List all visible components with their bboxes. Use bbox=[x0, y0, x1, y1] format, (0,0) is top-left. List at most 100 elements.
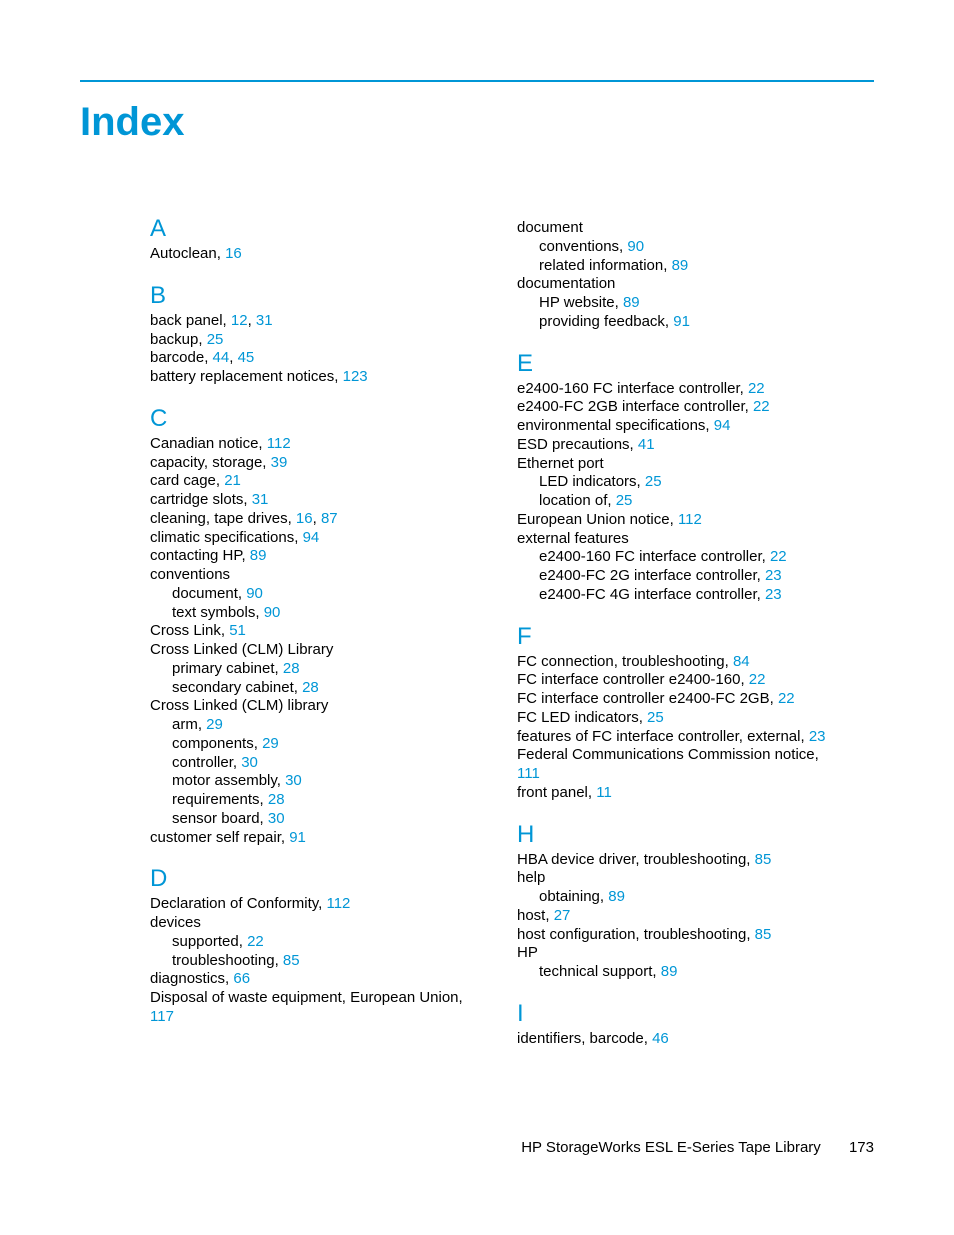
index-page-ref[interactable]: 28 bbox=[283, 660, 300, 677]
index-page-ref[interactable]: 25 bbox=[647, 709, 664, 726]
index-page-ref[interactable]: 111 bbox=[517, 765, 540, 782]
index-entry: devices bbox=[150, 914, 507, 933]
index-entry-text: LED indicators, bbox=[539, 473, 645, 490]
index-entry: customer self repair, 91 bbox=[150, 829, 507, 848]
index-page-ref[interactable]: 28 bbox=[302, 679, 319, 696]
index-page-ref[interactable]: 89 bbox=[250, 547, 267, 564]
index-page-ref[interactable]: 90 bbox=[627, 238, 644, 255]
index-entry: HP bbox=[517, 944, 874, 963]
index-page-ref[interactable]: 89 bbox=[672, 257, 689, 274]
index-page-ref[interactable]: 91 bbox=[673, 313, 690, 330]
index-page-ref[interactable]: 30 bbox=[241, 754, 258, 771]
top-rule bbox=[80, 80, 874, 82]
index-page-ref[interactable]: 90 bbox=[264, 604, 281, 621]
index-subentry: providing feedback, 91 bbox=[517, 313, 874, 332]
index-letter: H bbox=[517, 821, 874, 849]
index-entry: identifiers, barcode, 46 bbox=[517, 1030, 874, 1049]
index-page-ref[interactable]: 30 bbox=[285, 772, 302, 789]
index-page-ref[interactable]: 84 bbox=[733, 653, 750, 670]
index-page-ref[interactable]: 16 bbox=[225, 245, 242, 262]
index-entry-text: FC interface controller e2400-FC 2GB, bbox=[517, 690, 778, 707]
index-page-ref[interactable]: 45 bbox=[238, 349, 255, 366]
index-entry-text: secondary cabinet, bbox=[172, 679, 302, 696]
index-page-ref[interactable]: 22 bbox=[247, 933, 264, 950]
index-entry: card cage, 21 bbox=[150, 472, 507, 491]
index-entry: cartridge slots, 31 bbox=[150, 491, 507, 510]
index-page-ref[interactable]: 27 bbox=[554, 907, 571, 924]
index-page-ref[interactable]: 22 bbox=[748, 380, 765, 397]
index-entry-text: card cage, bbox=[150, 472, 224, 489]
index-entry-text: document bbox=[517, 219, 583, 236]
index-entry-text: HP website, bbox=[539, 294, 623, 311]
index-page-ref[interactable]: 25 bbox=[616, 492, 633, 509]
index-subentry: sensor board, 30 bbox=[150, 810, 507, 829]
index-entry-text: conventions bbox=[150, 566, 230, 583]
index-letter: I bbox=[517, 1000, 874, 1028]
index-section: back panel, 12, 31backup, 25barcode, 44,… bbox=[150, 312, 507, 387]
index-section: Autoclean, 16 bbox=[150, 245, 507, 264]
index-page-ref[interactable]: 112 bbox=[267, 435, 291, 452]
index-page-ref[interactable]: 31 bbox=[252, 491, 269, 508]
index-page-ref[interactable]: 66 bbox=[233, 970, 250, 987]
index-subentry: document, 90 bbox=[150, 585, 507, 604]
index-page-ref[interactable]: 22 bbox=[749, 671, 766, 688]
index-page-ref[interactable]: 25 bbox=[207, 331, 224, 348]
index-page-separator: , bbox=[229, 349, 237, 366]
index-page-ref[interactable]: 44 bbox=[213, 349, 230, 366]
index-entry-text: location of, bbox=[539, 492, 616, 509]
index-page-ref[interactable]: 89 bbox=[661, 963, 678, 980]
index-entry-text: documentation bbox=[517, 275, 615, 292]
index-page-ref[interactable]: 85 bbox=[283, 952, 300, 969]
index-page-ref[interactable]: 112 bbox=[326, 895, 350, 912]
index-page-ref[interactable]: 51 bbox=[229, 622, 246, 639]
page-title: Index bbox=[80, 100, 874, 145]
index-page-ref[interactable]: 85 bbox=[755, 926, 772, 943]
index-page-ref[interactable]: 41 bbox=[638, 436, 655, 453]
index-page-ref[interactable]: 31 bbox=[256, 312, 273, 329]
index-subentry: troubleshooting, 85 bbox=[150, 952, 507, 971]
index-page-ref[interactable]: 29 bbox=[262, 735, 279, 752]
index-entry: e2400-160 FC interface controller, 22 bbox=[517, 380, 874, 399]
index-page-ref[interactable]: 29 bbox=[206, 716, 223, 733]
index-entry-text: cartridge slots, bbox=[150, 491, 252, 508]
index-page-ref[interactable]: 28 bbox=[268, 791, 285, 808]
index-subentry: LED indicators, 25 bbox=[517, 473, 874, 492]
index-page-ref[interactable]: 11 bbox=[596, 784, 612, 801]
index-page-ref[interactable]: 23 bbox=[765, 586, 782, 603]
index-page-ref[interactable]: 22 bbox=[753, 398, 770, 415]
index-subentry: technical support, 89 bbox=[517, 963, 874, 982]
index-page-ref[interactable]: 30 bbox=[268, 810, 285, 827]
index-page-ref[interactable]: 123 bbox=[343, 368, 368, 385]
index-page-ref[interactable]: 89 bbox=[608, 888, 625, 905]
index-entry: FC interface controller e2400-160, 22 bbox=[517, 671, 874, 690]
index-section: FC connection, troubleshooting, 84FC int… bbox=[517, 653, 874, 803]
index-page-ref[interactable]: 25 bbox=[645, 473, 662, 490]
index-page-ref[interactable]: 87 bbox=[321, 510, 338, 527]
index-column-right: documentconventions, 90related informati… bbox=[517, 215, 874, 1049]
index-entry: Autoclean, 16 bbox=[150, 245, 507, 264]
index-page-ref[interactable]: 89 bbox=[623, 294, 640, 311]
index-entry: e2400-FC 2GB interface controller, 22 bbox=[517, 398, 874, 417]
index-page-ref[interactable]: 39 bbox=[271, 454, 288, 471]
index-page-ref[interactable]: 94 bbox=[714, 417, 731, 434]
index-page-ref[interactable]: 21 bbox=[224, 472, 241, 489]
index-entry-text: battery replacement notices, bbox=[150, 368, 343, 385]
index-page-ref[interactable]: 90 bbox=[246, 585, 263, 602]
index-columns: A Autoclean, 16 B back panel, 12, 31back… bbox=[80, 215, 874, 1049]
index-page-ref[interactable]: 91 bbox=[289, 829, 306, 846]
index-page-ref[interactable]: 22 bbox=[770, 548, 787, 565]
index-page-ref[interactable]: 117 bbox=[150, 1008, 174, 1025]
index-page-ref[interactable]: 16 bbox=[296, 510, 313, 527]
index-page-ref[interactable]: 22 bbox=[778, 690, 795, 707]
index-entry-text: motor assembly, bbox=[172, 772, 285, 789]
index-page-ref[interactable]: 23 bbox=[765, 567, 782, 584]
index-page-ref[interactable]: 23 bbox=[809, 728, 826, 745]
index-page-ref[interactable]: 94 bbox=[303, 529, 320, 546]
index-page-ref[interactable]: 85 bbox=[755, 851, 772, 868]
index-page-ref[interactable]: 112 bbox=[678, 511, 702, 528]
index-page-ref[interactable]: 46 bbox=[652, 1030, 669, 1047]
index-page-ref[interactable]: 12 bbox=[231, 312, 248, 329]
index-subentry: requirements, 28 bbox=[150, 791, 507, 810]
index-subentry: primary cabinet, 28 bbox=[150, 660, 507, 679]
index-entry-text: diagnostics, bbox=[150, 970, 233, 987]
